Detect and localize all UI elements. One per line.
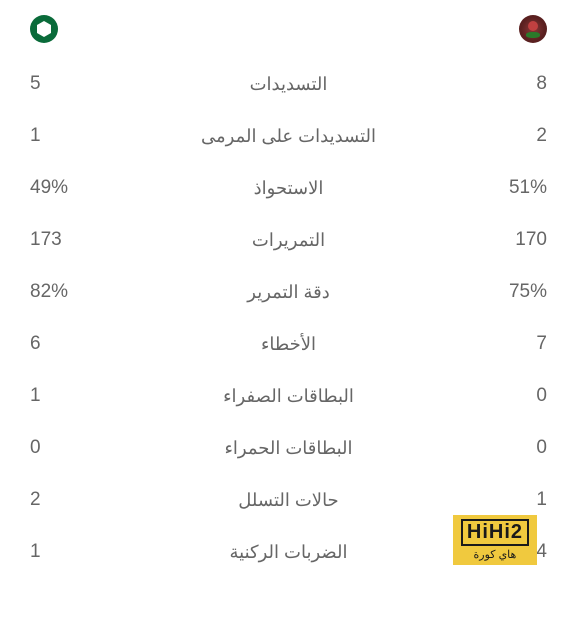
watermark: HiHi2 هاي كورة [453,515,537,565]
stat-row: 5التسديدات8 [30,73,547,95]
stat-value-right: 8 [477,73,547,95]
team-badge-right [519,15,547,43]
stat-value-left: 6 [30,333,100,355]
stat-value-left: 173 [30,229,100,251]
stat-value-right: 170 [477,229,547,251]
stat-row: 173التمريرات170 [30,229,547,251]
stat-row: 6الأخطاء7 [30,333,547,355]
stat-row: 82%دقة التمرير75% [30,281,547,303]
stat-value-left: 1 [30,125,100,147]
stat-value-right: 75% [477,281,547,303]
stat-value-left: 82% [30,281,100,303]
stat-value-right: 7 [477,333,547,355]
stat-label: التسديدات على المرمى [100,126,477,147]
stat-value-right: 0 [477,385,547,407]
stat-label: الاستحواذ [100,178,477,199]
stat-row: 0البطاقات الحمراء0 [30,437,547,459]
stat-label: التسديدات [100,74,477,95]
stat-value-left: 1 [30,541,100,563]
stat-row: 1التسديدات على المرمى2 [30,125,547,147]
stats-list: 5التسديدات81التسديدات على المرمى249%الاس… [30,73,547,563]
teams-header [30,15,547,43]
stat-row: 49%الاستحواذ51% [30,177,547,199]
stat-label: الأخطاء [100,334,477,355]
stat-row: 1البطاقات الصفراء0 [30,385,547,407]
team-badge-left [30,15,58,43]
stat-label: البطاقات الصفراء [100,386,477,407]
watermark-brand: HiHi2 [461,519,529,546]
stat-value-right: 51% [477,177,547,199]
stat-label: دقة التمرير [100,282,477,303]
stat-value-left: 0 [30,437,100,459]
stat-row: 2حالات التسلل1 [30,489,547,511]
stat-value-right: 0 [477,437,547,459]
stat-value-left: 5 [30,73,100,95]
watermark-subtitle: هاي كورة [461,548,529,561]
stat-label: الضربات الركنية [100,542,477,563]
stat-value-left: 1 [30,385,100,407]
stat-value-left: 2 [30,489,100,511]
stat-label: التمريرات [100,230,477,251]
stat-label: حالات التسلل [100,490,477,511]
stat-value-left: 49% [30,177,100,199]
stat-value-right: 1 [477,489,547,511]
stat-value-right: 2 [477,125,547,147]
stat-label: البطاقات الحمراء [100,438,477,459]
